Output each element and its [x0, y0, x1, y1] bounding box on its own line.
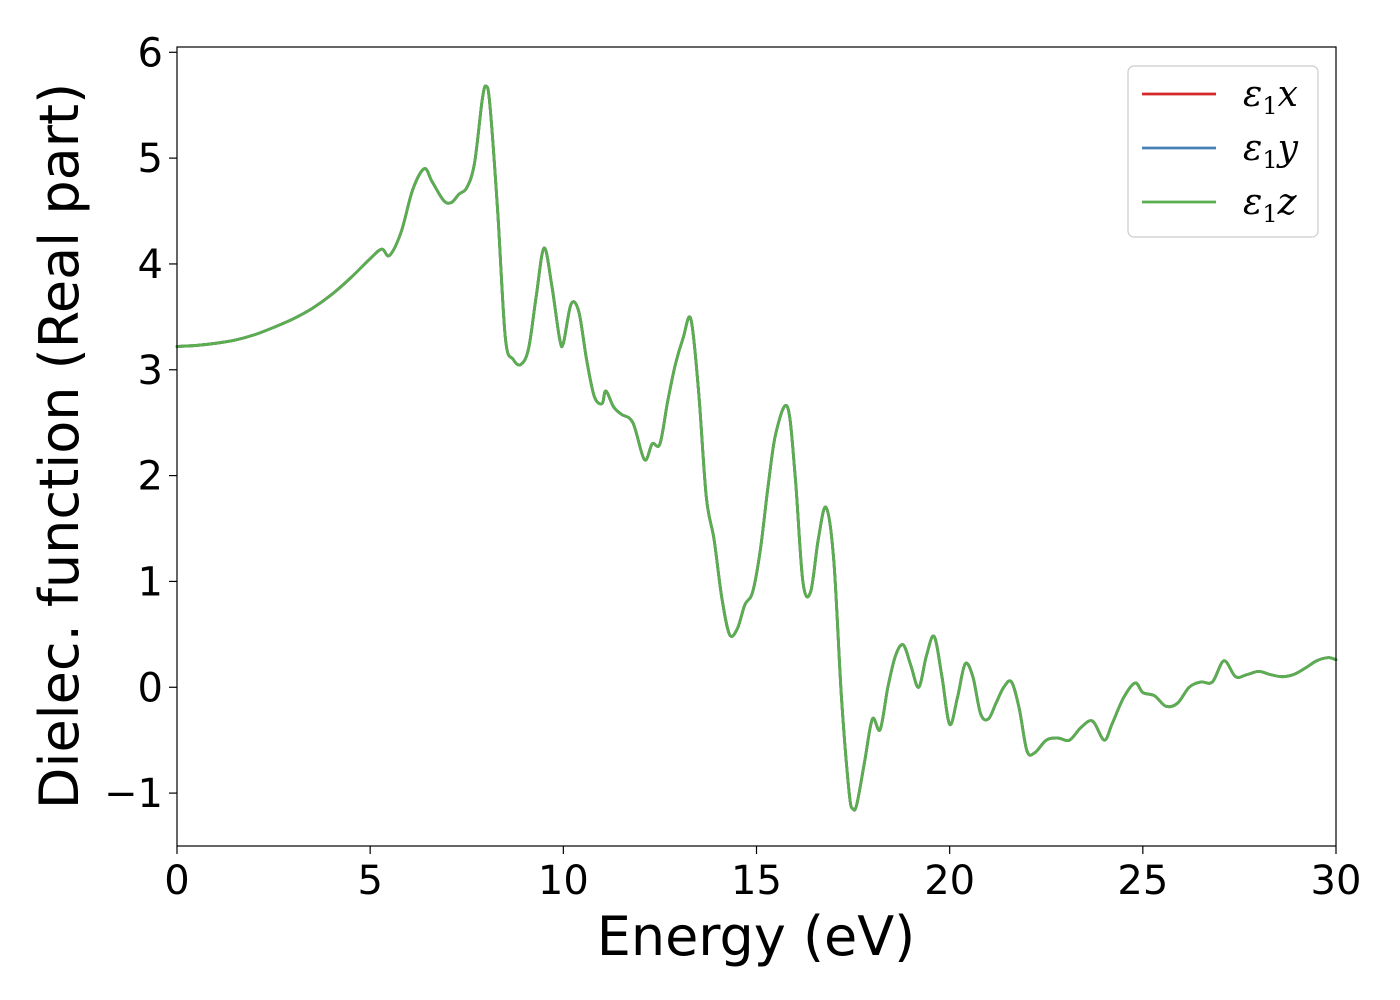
- y-tick-label: 3: [138, 348, 163, 394]
- legend-label-z: ε1z: [1243, 182, 1298, 228]
- y-tick-label: 0: [138, 665, 163, 711]
- x-tick-label: 25: [1117, 858, 1168, 904]
- y-axis: −1 0 1 2 3 4 5 6: [104, 30, 177, 817]
- series-layer: [175, 84, 1338, 812]
- y-tick-label: 4: [138, 242, 163, 288]
- legend-label-y: ε1y: [1243, 128, 1299, 174]
- legend-box: [1127, 65, 1319, 238]
- y-tick-label: 6: [138, 30, 163, 76]
- legend-label-x: ε1x: [1243, 74, 1298, 120]
- legend: ε1x ε1y ε1z: [1127, 65, 1319, 238]
- series-line-eps1-z: [175, 84, 1338, 812]
- y-tick-label: 2: [138, 454, 163, 500]
- y-tick-label: 1: [138, 559, 163, 605]
- y-axis-title: Dielec. function (Real part): [28, 83, 91, 809]
- x-tick-label: 0: [164, 858, 189, 904]
- y-tick-label: 5: [138, 136, 163, 182]
- x-axis-title: Energy (eV): [597, 905, 916, 968]
- x-axis: 0 5 10 15 20 25 30: [164, 846, 1361, 904]
- y-tick-label: −1: [104, 771, 163, 817]
- x-tick-label: 15: [731, 858, 782, 904]
- x-tick-label: 30: [1311, 858, 1362, 904]
- x-tick-label: 10: [538, 858, 589, 904]
- x-tick-label: 5: [357, 858, 382, 904]
- x-tick-label: 20: [924, 858, 975, 904]
